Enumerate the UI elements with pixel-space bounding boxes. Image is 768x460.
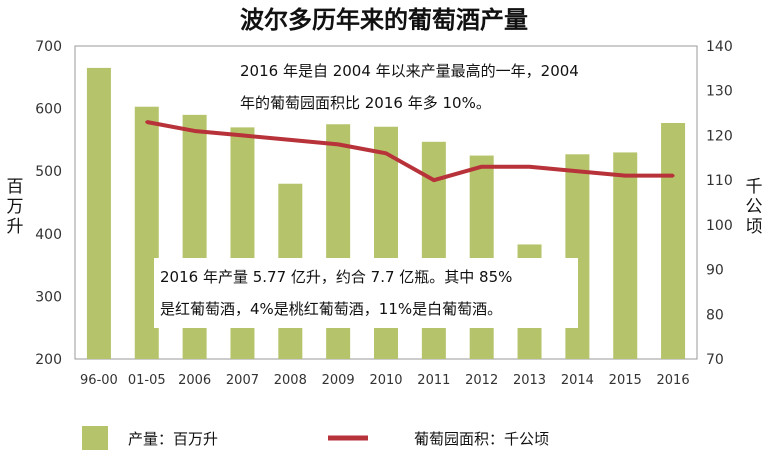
bar-2016 [661, 122, 686, 359]
x-tick-2007: 2007 [226, 373, 259, 388]
x-tick-2009: 2009 [322, 373, 355, 388]
annotation-top-line-2: 年的葡萄园面积比 2016 年多 10%。 [240, 94, 491, 112]
right-tick-120: 120 [706, 128, 733, 144]
right-axis-label: 千 公 顷 [746, 177, 763, 237]
right-tick-80: 80 [706, 307, 724, 323]
left-tick-400: 400 [35, 227, 62, 243]
left-axis: 200 300 400 500 600 700 [35, 39, 62, 368]
x-tick-01-05: 01-05 [128, 373, 166, 388]
right-tick-70: 70 [706, 352, 724, 368]
area-point-2007 [240, 133, 244, 137]
area-point-2008 [288, 138, 292, 142]
x-tick-96-00: 96-00 [80, 373, 118, 388]
line-series [145, 120, 675, 183]
left-tick-700: 700 [35, 39, 62, 55]
right-tick-90: 90 [706, 263, 724, 279]
left-axis-label-char-3: 升 [7, 217, 24, 237]
left-tick-500: 500 [35, 164, 62, 180]
legend: 产量：百万升 葡萄园面积：千公顷 [82, 426, 549, 450]
area-point-2012 [480, 165, 484, 169]
right-axis-label-char-3: 顷 [746, 217, 763, 237]
annotation-top: 2016 年是自 2004 年以来产量最高的一年，2004 年的葡萄园面积比 2… [234, 52, 652, 124]
bar-2015 [613, 152, 638, 359]
bar-96-00 [86, 67, 111, 359]
area-point-2015 [623, 174, 627, 178]
left-axis-label: 百 万 升 [7, 177, 24, 237]
right-axis-label-char-2: 公 [746, 197, 763, 217]
area-point-2013 [528, 165, 532, 169]
right-tick-100: 100 [706, 218, 733, 234]
right-tick-140: 140 [706, 39, 733, 55]
right-axis-label-char-1: 千 [746, 177, 763, 197]
area-point-2014 [575, 169, 579, 173]
x-tick-2008: 2008 [274, 373, 307, 388]
legend-bar-swatch [82, 426, 108, 450]
area-point-2006 [193, 129, 197, 133]
legend-bar-label: 产量：百万升 [128, 430, 218, 448]
left-tick-600: 600 [35, 102, 62, 118]
annotation-middle: 2016 年产量 5.77 亿升，约合 7.7 亿瓶。其中 85% 是红葡萄酒，… [154, 258, 578, 328]
x-tick-2012: 2012 [465, 373, 498, 388]
chart-title: 波尔多历年来的葡萄酒产量 [240, 5, 528, 34]
x-tick-2010: 2010 [369, 373, 402, 388]
right-tick-110: 110 [706, 173, 733, 189]
x-axis: 96-00 01-05 2006 2007 2008 2009 2010 2011 2012 20… [80, 373, 690, 388]
bar-2014 [565, 154, 590, 359]
area-point-2010 [384, 151, 388, 155]
x-tick-2011: 2011 [417, 373, 450, 388]
annotation-middle-line-1: 2016 年产量 5.77 亿升，约合 7.7 亿瓶。其中 85% [160, 268, 512, 286]
left-axis-label-char-2: 万 [7, 197, 24, 217]
left-tick-200: 200 [35, 352, 62, 368]
x-tick-2014: 2014 [561, 373, 594, 388]
area-point-2016 [671, 174, 675, 178]
right-axis: 70 80 90 100 110 120 130 140 [706, 39, 733, 368]
area-line [146, 120, 674, 183]
area-point-01-05 [145, 120, 149, 124]
x-tick-2015: 2015 [609, 373, 642, 388]
x-tick-2016: 2016 [657, 373, 690, 388]
left-axis-label-char-1: 百 [7, 177, 24, 197]
left-tick-300: 300 [35, 289, 62, 305]
bar-2012 [469, 155, 494, 359]
area-point-2009 [336, 142, 340, 146]
annotation-middle-line-2: 是红葡萄酒，4%是桃红葡萄酒，11%是白葡萄酒。 [160, 300, 502, 318]
right-tick-130: 130 [706, 84, 733, 100]
annotation-top-line-1: 2016 年是自 2004 年以来产量最高的一年，2004 [240, 62, 579, 80]
area-point-2011 [432, 178, 436, 182]
x-tick-2013: 2013 [513, 373, 546, 388]
legend-line-label: 葡萄园面积：千公顷 [414, 430, 549, 448]
x-tick-2006: 2006 [178, 373, 211, 388]
